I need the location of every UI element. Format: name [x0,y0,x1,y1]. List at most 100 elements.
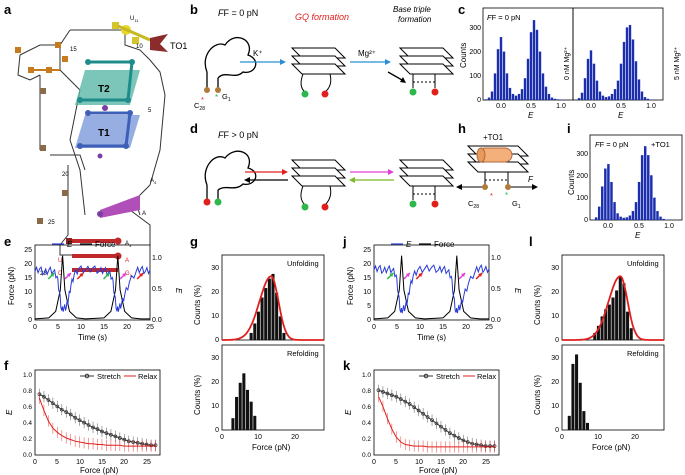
c-left-bar [529,32,533,100]
e-y2tick-0: 0.0 [152,317,162,324]
hist-g: Unfolding Refolding Counts (%) Counts (%… [193,254,325,452]
panel-label-a: a [4,2,12,17]
c-right-bar [610,93,614,100]
b-force-label: FF = 0 pN [218,8,258,18]
f-lines [37,388,158,452]
g-refold-bar [245,389,250,430]
l-top-ytick-0: 0 [555,337,559,344]
j-ytick-0: 0 [367,317,371,324]
f-ytick-3: 0.6 [23,404,32,411]
f-xtick-3: 15 [98,459,106,466]
c-left-bar [532,20,536,100]
g-unfold-label: Unfolding [287,259,319,268]
c-right-xtick-0: 0.0 [586,103,596,110]
g-bot-ylabel: Counts (%) [193,375,202,415]
c-left-bar [550,97,554,100]
f-xlabel: Force (pN) [80,466,119,475]
i-bar [628,215,632,220]
j-legend-e: E [406,240,412,249]
j-ytick-3: 15 [363,275,371,282]
panel-label-c: c [458,2,465,17]
k-ytick-4: 0.8 [362,388,371,395]
f-point [86,423,91,427]
g-refold-bar [249,401,253,430]
j-arrowhead-green [389,273,394,277]
panel-label-f: f [4,358,9,373]
f-point [117,436,122,440]
c-left-bar [523,78,527,100]
e-arrowhead-green [50,273,55,277]
g-xtick-1: 10 [254,434,262,441]
c-right-bar [646,98,650,100]
tetrad-t1 [75,115,140,148]
gq-stack-b [290,47,347,75]
g-unfold-bar [253,323,257,340]
f-xtick-0: 0 [33,459,37,466]
g-unfold-bar [249,332,253,340]
c28-dot [204,87,210,93]
f-ytick-0: 0.0 [23,452,32,459]
i-xlabel: E [635,231,641,240]
h-g1-label: G1 [512,199,521,210]
c-right-bar [634,61,638,100]
k-ytick-1: 0.2 [362,436,371,443]
g-top-ytick-2: 20 [211,289,219,296]
l-unfold-bar [593,332,597,340]
j-series-force [373,255,489,320]
c-right-bar [628,24,632,100]
c-left-bars [484,20,566,100]
red-dye-b [321,90,329,98]
l-unfold-bar [629,328,633,340]
k-point [452,433,457,438]
n10-label: 10 [136,44,143,50]
k-point [390,393,394,397]
i-bar [659,216,662,220]
c-force-label: FF = 0 pN [487,13,521,22]
g-refold-bar [253,415,257,430]
c-left-bar [538,51,542,100]
c-right-bar [595,80,599,100]
red-dye-bt [431,88,439,96]
g-unfold-bar [278,316,282,340]
c-left-bar [541,73,545,100]
k-legend-relax: Relax [477,372,496,381]
l-unfold-bar [607,304,611,340]
yellow-loop [112,22,151,44]
e-ylabel: Force (pN) [7,266,16,305]
to1-chevron-icon [150,34,168,52]
j-series-e [373,263,490,314]
c-right-xlabel: E [618,111,624,120]
f-point [46,398,51,402]
j-ytick-4: 20 [363,261,371,268]
g-xtick-0: 0 [220,434,224,441]
brown-nodes [37,88,68,224]
c-right-bar [589,50,593,100]
g1-label-b: G1 [222,92,231,103]
k-lines [376,384,497,453]
i-bar [653,197,656,220]
f-frame [34,369,161,456]
g-unfold-bar [260,297,264,340]
i-bar [610,181,613,220]
e-arrowhead-magenta [66,273,71,277]
red-star: * [201,95,204,104]
a3-label: A3 [125,241,132,248]
i-ytick-3: 300 [576,151,588,158]
gq-stack-d2 [398,159,455,187]
i-bar [594,217,598,220]
c-right-bar [601,95,605,100]
l-top-ytick-2: 20 [551,289,559,296]
j-y2tick-2: 1.0 [491,255,501,262]
trace-j: E Force Force (pN) E 0 5 10 15 20 25 0.0… [346,240,522,342]
l-unfold-bar [600,316,604,340]
l-refold-bar [571,363,575,430]
c-ytick-3: 300 [469,25,481,32]
g-unfold-bar [267,278,271,340]
l-top-ytick-3: 30 [551,265,559,272]
i-bars [591,146,671,220]
l-refold-bar [585,422,590,430]
i-bar [616,213,619,220]
i-bar [613,202,616,220]
i-ytick-1: 100 [576,195,588,202]
f-point [42,394,46,399]
